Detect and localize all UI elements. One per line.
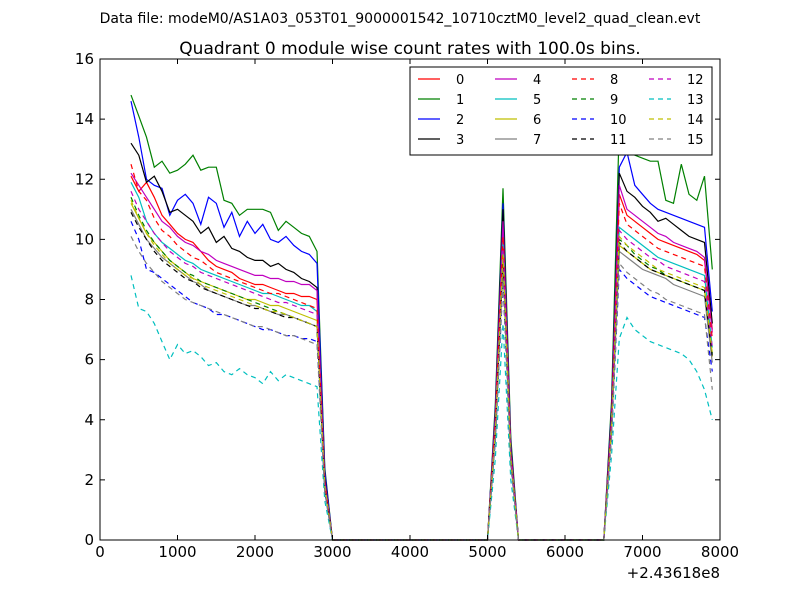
legend-label-5: 5 [533,93,541,108]
series-line-2 [130,100,713,541]
series-line-15 [130,236,713,541]
legend-label-4: 4 [533,73,541,88]
legend-label-9: 9 [610,93,618,108]
series-line-8 [130,164,713,541]
x-tick-label: 0 [95,543,105,561]
y-tick-label: 12 [75,170,94,188]
y-tick-label: 14 [75,110,94,128]
series-line-5 [130,182,713,541]
x-tick-label: 7000 [623,543,661,561]
axes-layer: 0 1000 2000 3000 4000 5000 6000 7000 80000246810… [75,50,739,561]
series-layer [130,94,713,541]
suptitle: Data file: modeM0/AS1A03_053T01_90000015… [100,11,701,27]
legend-label-10: 10 [610,113,627,128]
x-tick-label: 5000 [468,543,506,561]
series-line-12 [130,191,713,541]
x-tick-label: 8000 [701,543,739,561]
series-line-4 [130,172,713,541]
y-tick-label: 8 [84,291,94,309]
series-line-0 [130,175,713,541]
legend-label-14: 14 [687,113,704,128]
legend-label-0: 0 [456,73,464,88]
x-offset-label: +2.43618e8 [627,564,720,582]
legend-label-6: 6 [533,113,541,128]
series-line-1 [130,94,713,541]
x-tick-label: 2000 [236,543,274,561]
x-tick-label: 4000 [391,543,429,561]
y-tick-label: 4 [84,411,94,429]
series-line-7 [130,209,713,541]
y-tick-label: 16 [75,50,94,68]
series-line-10 [130,221,713,541]
x-tick-label: 1000 [158,543,196,561]
y-tick-label: 6 [84,351,94,369]
x-tick-label: 3000 [313,543,351,561]
series-line-14 [130,200,713,541]
x-tick-label: 6000 [546,543,584,561]
legend-label-13: 13 [687,93,704,108]
legend-label-12: 12 [687,73,704,88]
chart-title: Quadrant 0 module wise count rates with … [179,39,640,59]
legend-label-7: 7 [533,133,541,148]
legend-label-15: 15 [687,133,704,148]
legend-label-8: 8 [610,73,618,88]
series-line-13 [130,275,713,541]
legend-box [409,66,713,156]
legend-label-2: 2 [456,113,464,128]
legend-label-1: 1 [456,93,464,108]
y-tick-label: 0 [84,531,94,549]
series-line-6 [130,203,713,541]
y-tick-label: 2 [84,471,94,489]
y-tick-label: 10 [75,230,94,248]
legend-label-3: 3 [456,133,464,148]
legend-label-11: 11 [610,133,627,148]
